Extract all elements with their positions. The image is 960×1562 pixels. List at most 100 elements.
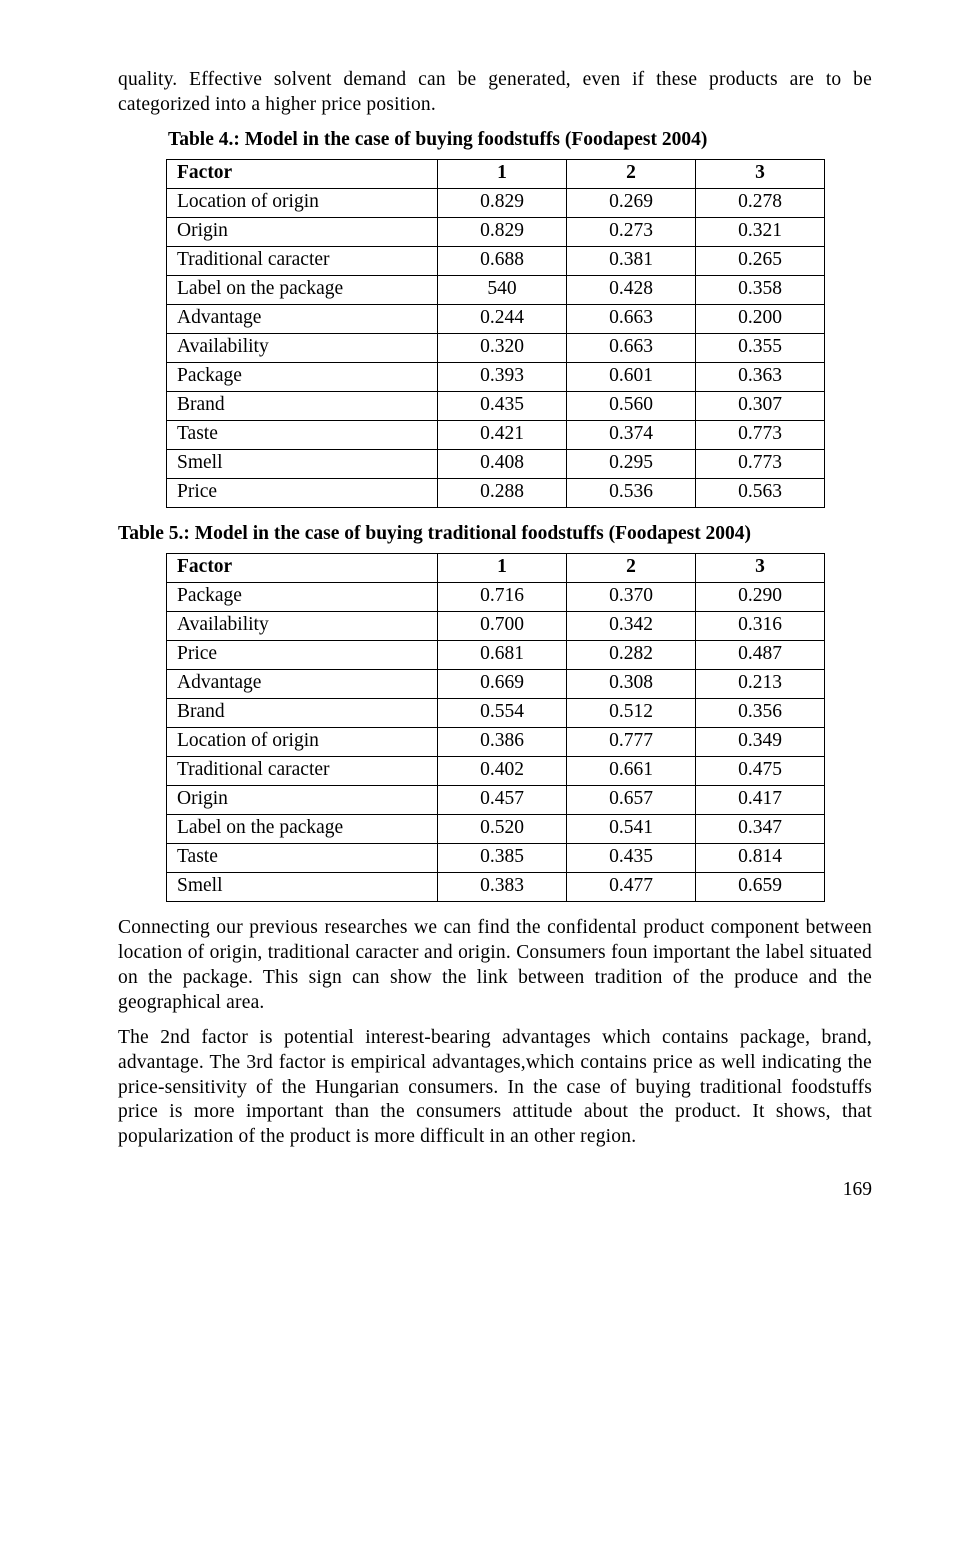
cell: 540 <box>438 275 567 304</box>
cell: Label on the package <box>167 275 438 304</box>
table-header-row: Factor 1 2 3 <box>167 553 825 582</box>
table-row: Taste0.4210.3740.773 <box>167 420 825 449</box>
table-row: Price0.6810.2820.487 <box>167 640 825 669</box>
cell: Price <box>167 478 438 507</box>
table-row: Traditional caracter0.6880.3810.265 <box>167 246 825 275</box>
cell: 0.700 <box>438 611 567 640</box>
cell: 0.290 <box>696 582 825 611</box>
cell: 0.829 <box>438 217 567 246</box>
cell: 0.477 <box>567 872 696 901</box>
cell: 0.342 <box>567 611 696 640</box>
cell: 0.773 <box>696 449 825 478</box>
table-row: Label on the package5400.4280.358 <box>167 275 825 304</box>
cell: 0.244 <box>438 304 567 333</box>
table4-caption: Table 4.: Model in the case of buying fo… <box>118 128 872 153</box>
col-header: Factor <box>167 553 438 582</box>
col-header: 1 <box>438 159 567 188</box>
cell: 0.435 <box>567 843 696 872</box>
cell: 0.814 <box>696 843 825 872</box>
cell: Brand <box>167 698 438 727</box>
cell: Package <box>167 582 438 611</box>
cell: 0.349 <box>696 727 825 756</box>
table-row: Brand0.5540.5120.356 <box>167 698 825 727</box>
table-row: Package0.3930.6010.363 <box>167 362 825 391</box>
table-row: Package0.7160.3700.290 <box>167 582 825 611</box>
cell: 0.659 <box>696 872 825 901</box>
cell: 0.386 <box>438 727 567 756</box>
col-header: Factor <box>167 159 438 188</box>
cell: 0.520 <box>438 814 567 843</box>
table4: Factor 1 2 3 Location of origin0.8290.26… <box>166 159 825 508</box>
table-row: Traditional caracter0.4020.6610.475 <box>167 756 825 785</box>
cell: 0.428 <box>567 275 696 304</box>
cell: 0.347 <box>696 814 825 843</box>
cell: 0.601 <box>567 362 696 391</box>
table-row: Location of origin0.8290.2690.278 <box>167 188 825 217</box>
cell: 0.487 <box>696 640 825 669</box>
table-row: Origin0.8290.2730.321 <box>167 217 825 246</box>
table5-caption: Table 5.: Model in the case of buying tr… <box>118 522 872 547</box>
cell: 0.541 <box>567 814 696 843</box>
page-number: 169 <box>118 1178 872 1203</box>
cell: 0.383 <box>438 872 567 901</box>
cell: Location of origin <box>167 727 438 756</box>
cell: 0.417 <box>696 785 825 814</box>
cell: Smell <box>167 449 438 478</box>
cell: 0.435 <box>438 391 567 420</box>
cell: Availability <box>167 611 438 640</box>
cell: 0.421 <box>438 420 567 449</box>
col-header: 3 <box>696 553 825 582</box>
col-header: 1 <box>438 553 567 582</box>
cell: 0.381 <box>567 246 696 275</box>
cell: 0.777 <box>567 727 696 756</box>
table-row: Origin0.4570.6570.417 <box>167 785 825 814</box>
cell: 0.663 <box>567 304 696 333</box>
body-paragraph-2: The 2nd factor is potential interest-bea… <box>118 1026 872 1151</box>
cell: 0.307 <box>696 391 825 420</box>
cell: 0.385 <box>438 843 567 872</box>
cell: Price <box>167 640 438 669</box>
cell: 0.657 <box>567 785 696 814</box>
cell: 0.408 <box>438 449 567 478</box>
cell: 0.269 <box>567 188 696 217</box>
cell: 0.663 <box>567 333 696 362</box>
cell: 0.295 <box>567 449 696 478</box>
cell: 0.716 <box>438 582 567 611</box>
table-row: Price0.2880.5360.563 <box>167 478 825 507</box>
cell: 0.536 <box>567 478 696 507</box>
cell: 0.402 <box>438 756 567 785</box>
table-row: Brand0.4350.5600.307 <box>167 391 825 420</box>
cell: 0.370 <box>567 582 696 611</box>
cell: Advantage <box>167 304 438 333</box>
cell: 0.358 <box>696 275 825 304</box>
table5: Factor 1 2 3 Package0.7160.3700.290 Avai… <box>166 553 825 902</box>
cell: 0.374 <box>567 420 696 449</box>
table-row: Advantage0.6690.3080.213 <box>167 669 825 698</box>
table-row: Availability0.3200.6630.355 <box>167 333 825 362</box>
cell: Package <box>167 362 438 391</box>
cell: Traditional caracter <box>167 246 438 275</box>
body-paragraph-1: Connecting our previous researches we ca… <box>118 916 872 1016</box>
cell: 0.554 <box>438 698 567 727</box>
table-row: Availability0.7000.3420.316 <box>167 611 825 640</box>
intro-paragraph: quality. Effective solvent demand can be… <box>118 68 872 118</box>
cell: 0.308 <box>567 669 696 698</box>
table-header-row: Factor 1 2 3 <box>167 159 825 188</box>
cell: Brand <box>167 391 438 420</box>
cell: 0.213 <box>696 669 825 698</box>
cell: 0.316 <box>696 611 825 640</box>
cell: 0.688 <box>438 246 567 275</box>
cell: 0.278 <box>696 188 825 217</box>
cell: Advantage <box>167 669 438 698</box>
cell: 0.355 <box>696 333 825 362</box>
cell: 0.363 <box>696 362 825 391</box>
cell: Smell <box>167 872 438 901</box>
table-row: Location of origin0.3860.7770.349 <box>167 727 825 756</box>
col-header: 2 <box>567 553 696 582</box>
cell: 0.265 <box>696 246 825 275</box>
col-header: 2 <box>567 159 696 188</box>
cell: 0.669 <box>438 669 567 698</box>
cell: Label on the package <box>167 814 438 843</box>
table-row: Taste0.3850.4350.814 <box>167 843 825 872</box>
cell: 0.829 <box>438 188 567 217</box>
